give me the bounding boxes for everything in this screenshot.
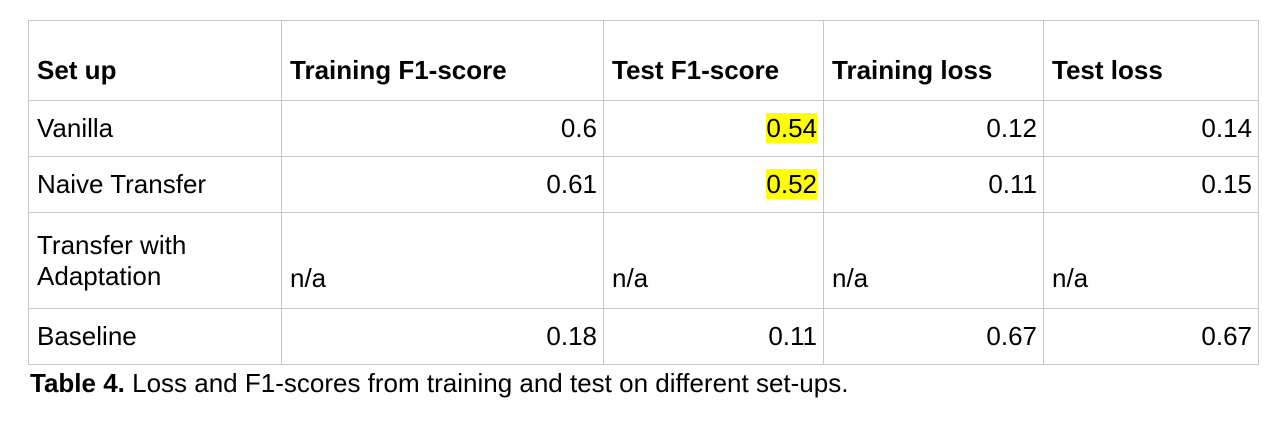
- header-setup: Set up: [28, 20, 282, 101]
- table-row: Baseline 0.18 0.11 0.67 0.67: [28, 308, 1259, 365]
- cell-test-loss: 0.15: [1043, 156, 1259, 213]
- cell-training-loss: n/a: [823, 212, 1044, 309]
- cell-training-f1: 0.6: [281, 100, 604, 157]
- cell-setup: Transfer with Adaptation: [28, 212, 282, 309]
- table-header-row: Set up Training F1-score Test F1-score T…: [28, 20, 1259, 101]
- highlighted-value: 0.52: [766, 169, 817, 199]
- cell-training-f1: 0.18: [281, 308, 604, 365]
- cell-test-f1: 0.54: [603, 100, 824, 157]
- header-test-f1: Test F1-score: [603, 20, 824, 101]
- cell-test-loss: n/a: [1043, 212, 1259, 309]
- results-table: Set up Training F1-score Test F1-score T…: [28, 20, 1259, 365]
- table-row: Naive Transfer 0.61 0.52 0.11 0.15: [28, 156, 1259, 213]
- cell-setup: Naive Transfer: [28, 156, 282, 213]
- cell-test-loss: 0.67: [1043, 308, 1259, 365]
- cell-test-f1: 0.11: [603, 308, 824, 365]
- cell-training-f1: n/a: [281, 212, 604, 309]
- cell-test-f1: n/a: [603, 212, 824, 309]
- cell-setup-line: Transfer with: [37, 229, 187, 260]
- cell-setup: Baseline: [28, 308, 282, 365]
- table-row: Vanilla 0.6 0.54 0.12 0.14: [28, 100, 1259, 157]
- header-training-f1: Training F1-score: [281, 20, 604, 101]
- header-training-loss: Training loss: [823, 20, 1044, 101]
- highlighted-value: 0.54: [766, 113, 817, 143]
- cell-test-f1: 0.52: [603, 156, 824, 213]
- cell-setup-line: Adaptation: [37, 260, 162, 291]
- caption-text: Loss and F1-scores from training and tes…: [124, 368, 849, 398]
- cell-training-f1: 0.61: [281, 156, 604, 213]
- cell-training-loss: 0.12: [823, 100, 1044, 157]
- caption-label: Table 4.: [30, 368, 125, 398]
- cell-training-loss: 0.11: [823, 156, 1044, 213]
- cell-setup: Vanilla: [28, 100, 282, 157]
- table-caption: Table 4. Loss and F1-scores from trainin…: [30, 368, 848, 399]
- cell-training-loss: 0.67: [823, 308, 1044, 365]
- cell-test-loss: 0.14: [1043, 100, 1259, 157]
- table-row: Transfer with Adaptation n/a n/a n/a n/a: [28, 212, 1259, 309]
- header-test-loss: Test loss: [1043, 20, 1259, 101]
